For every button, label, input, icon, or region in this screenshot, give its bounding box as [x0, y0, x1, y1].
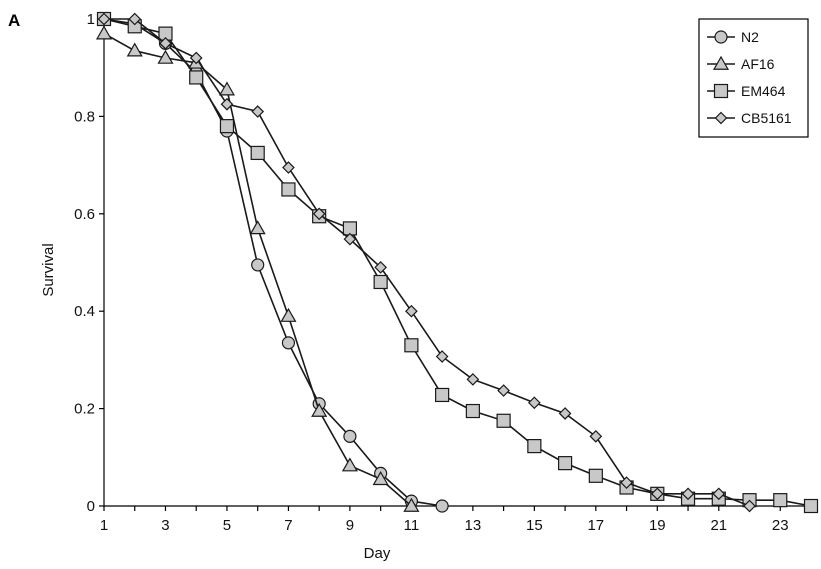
- data-point-af16: [218, 81, 235, 96]
- panel-label: A: [8, 11, 20, 30]
- data-point-n2: [251, 258, 265, 272]
- data-point-af16: [372, 471, 389, 486]
- data-point-em464: [250, 145, 265, 161]
- legend-marker: [714, 111, 728, 125]
- data-point-cb5161: [681, 487, 695, 501]
- x-tick-label: 7: [284, 517, 292, 534]
- series-cb5161: [97, 12, 756, 513]
- series-af16: [95, 25, 420, 512]
- x-tick-label: 13: [465, 517, 482, 534]
- data-point-cb5161: [251, 105, 265, 118]
- data-point-af16: [280, 307, 297, 322]
- data-point-em464: [465, 403, 480, 419]
- legend-item-af16: AF16: [707, 55, 775, 72]
- y-tick-label: 1: [87, 11, 95, 28]
- legend: N2 AF16 EM464 CB5161: [698, 18, 809, 138]
- legend-label: CB5161: [741, 110, 792, 126]
- legend-item-cb5161: CB5161: [707, 110, 792, 126]
- x-tick-label: 1: [100, 517, 108, 534]
- data-point-af16: [249, 220, 266, 235]
- y-tick-label: 0: [87, 498, 95, 515]
- data-point-cb5161: [128, 12, 142, 26]
- data-point-cb5161: [712, 487, 726, 501]
- data-point-cb5161: [466, 373, 480, 386]
- data-point-n2: [281, 336, 296, 350]
- data-point-em464: [373, 274, 388, 290]
- y-tick-label: 0.8: [74, 108, 95, 125]
- data-point-em464: [588, 468, 603, 483]
- data-point-em464: [281, 182, 296, 197]
- data-point-em464: [219, 119, 235, 134]
- legend-marker: [712, 55, 730, 70]
- data-point-cb5161: [650, 487, 664, 501]
- data-point-cb5161: [97, 12, 111, 26]
- data-point-cb5161: [312, 207, 326, 221]
- data-point-cb5161: [282, 161, 295, 174]
- y-tick-label: 0.6: [74, 206, 95, 223]
- data-point-cb5161: [189, 51, 203, 65]
- data-point-cb5161: [558, 407, 572, 420]
- legend-label: AF16: [741, 56, 775, 72]
- series-n2: [97, 12, 449, 513]
- data-point-em464: [527, 438, 542, 454]
- legend-label: N2: [741, 29, 759, 45]
- data-point-em464: [803, 498, 819, 514]
- data-point-cb5161: [374, 261, 388, 274]
- x-tick-label: 9: [346, 517, 354, 534]
- x-axis-title: Day: [364, 545, 391, 562]
- x-tick-label: 23: [772, 517, 789, 534]
- data-point-af16: [157, 49, 174, 64]
- y-tick-label: 0.2: [74, 401, 95, 418]
- x-tick-label: 21: [710, 517, 727, 534]
- x-tick-label: 5: [223, 517, 231, 534]
- data-point-em464: [189, 70, 204, 85]
- data-point-cb5161: [343, 232, 357, 246]
- data-point-em464: [557, 456, 573, 471]
- legend-label: EM464: [741, 83, 786, 99]
- series-line-cb5161: [104, 18, 750, 507]
- data-point-cb5161: [527, 396, 541, 410]
- data-point-n2: [435, 499, 449, 513]
- data-point-af16: [341, 457, 358, 472]
- x-tick-label: 15: [526, 517, 543, 534]
- data-point-em464: [435, 387, 450, 403]
- x-tick-label: 3: [161, 517, 169, 534]
- legend-item-em464: EM464: [707, 83, 786, 99]
- y-tick-label: 0.4: [74, 303, 95, 320]
- legend-item-n2: N2: [707, 29, 759, 45]
- data-point-n2: [343, 429, 357, 443]
- data-point-cb5161: [743, 499, 756, 513]
- data-point-em464: [404, 338, 419, 353]
- x-tick-label: 17: [587, 517, 604, 534]
- data-point-af16: [95, 25, 113, 40]
- data-point-af16: [126, 42, 143, 57]
- data-point-cb5161: [220, 97, 234, 111]
- x-tick-label: 11: [404, 517, 420, 534]
- legend-marker: [713, 83, 729, 99]
- data-point-af16: [403, 497, 420, 512]
- data-point-cb5161: [159, 37, 172, 50]
- data-point-cb5161: [497, 384, 510, 397]
- x-tick-label: 19: [649, 517, 666, 534]
- series-layer: [95, 11, 819, 514]
- data-point-cb5161: [589, 430, 603, 443]
- axes: 00.20.40.60.811 3 5 7 9 11 13 15 17 19 21 23: [74, 11, 812, 534]
- data-point-em464: [773, 493, 788, 508]
- data-point-cb5161: [435, 350, 449, 363]
- series-line-n2: [103, 18, 443, 507]
- y-axis-title: Survival: [40, 243, 57, 296]
- data-point-cb5161: [620, 476, 633, 489]
- legend-marker: [714, 30, 728, 44]
- data-point-em464: [496, 413, 511, 428]
- data-point-af16: [311, 402, 328, 417]
- data-point-cb5161: [405, 304, 418, 318]
